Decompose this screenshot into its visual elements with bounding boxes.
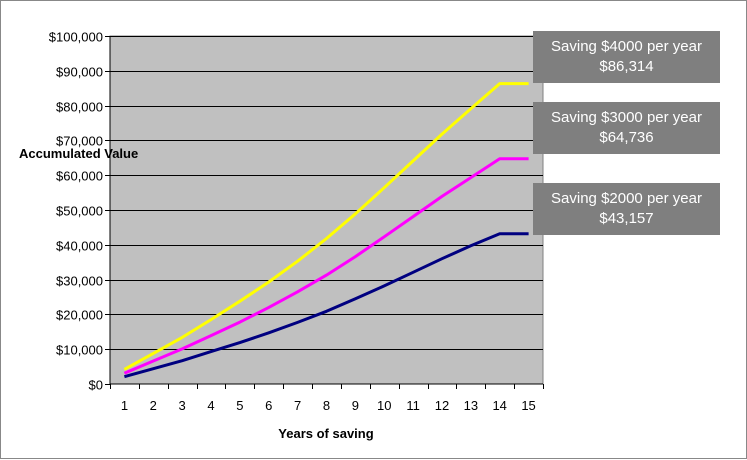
y-tick-label: $30,000 [56,274,103,289]
y-tick-label: $40,000 [56,239,103,254]
series-line-0 [123,82,529,371]
x-tick-label: 6 [265,398,272,413]
annotation-saving-2000: Saving $2000 per year $43,157 [533,183,720,235]
annotation-line-1: Saving $2000 per year [551,190,702,207]
x-tick-label: 15 [521,398,535,413]
y-tick-label: $80,000 [56,100,103,115]
annotation-saving-4000: Saving $4000 per year $86,314 [533,31,720,83]
x-tick-label: 14 [492,398,506,413]
x-axis-title: Years of saving [278,426,373,441]
series-lines [123,82,529,379]
x-tick-label: 12 [435,398,449,413]
x-tick-label: 11 [406,398,420,413]
x-tick-label: 4 [207,398,214,413]
x-tick-label: 3 [179,398,186,413]
x-tick-label: 10 [377,398,391,413]
y-tick-label: $90,000 [56,65,103,80]
y-tick-label: $10,000 [56,343,103,358]
annotation-line-1: Saving $4000 per year [551,38,702,55]
annotation-line-2: $64,736 [599,129,654,146]
x-tick-label: 1 [121,398,128,413]
x-axis-ticks: 1 2 3 4 5 6 7 8 9 10 11 12 13 14 15 [110,384,544,413]
series-line-2 [123,232,529,379]
annotation-saving-3000: Saving $3000 per year $64,736 [533,102,720,154]
y-axis-title: Accumulated Value [19,146,138,161]
x-tick-label: 5 [236,398,243,413]
x-tick-label: 9 [352,398,359,413]
y-tick-label: $60,000 [56,169,103,184]
x-tick-label: 8 [323,398,330,413]
series-line-1 [123,157,529,375]
y-tick-label: $50,000 [56,204,103,219]
x-tick-label: 13 [464,398,478,413]
x-tick-label: 7 [294,398,301,413]
y-tick-label: $100,000 [49,30,103,45]
annotation-line-2: $43,157 [599,210,654,227]
y-tick-label: $70,000 [56,134,103,149]
x-tick-label: 2 [150,398,157,413]
annotation-line-2: $86,314 [599,58,654,75]
y-axis-ticks: $0 $10,000 $20,000 $30,000 $40,000 $50,000 $60… [49,30,110,393]
annotation-line-1: Saving $3000 per year [551,109,702,126]
y-tick-label: $20,000 [56,308,103,323]
y-tick-label: $0 [89,378,103,393]
